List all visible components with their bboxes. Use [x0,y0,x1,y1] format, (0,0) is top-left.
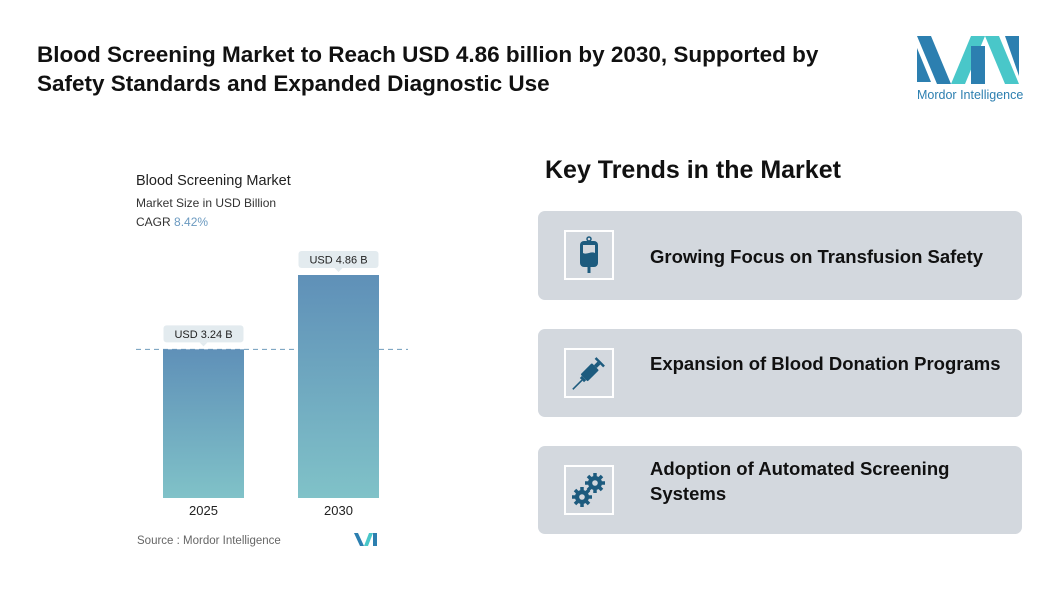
data-label-pointer [334,268,343,272]
source-logo-icon [354,533,377,546]
logo-mark-icon [917,36,1019,84]
trend-label: Expansion of Blood Donation Programs [650,353,1001,374]
page-title: Blood Screening Market to Reach USD 4.86… [37,42,819,96]
chart-title: Blood Screening Market [136,173,291,189]
key-trends-heading: Key Trends in the Market [545,156,841,184]
x-tick-label: 2030 [324,503,353,518]
x-tick-label: 2025 [189,503,218,518]
logo-text: Mordor Intelligence [917,88,1024,102]
data-label-bg [163,325,244,343]
syringe-icon [564,348,614,398]
bar-2030 [298,275,379,498]
cagr: CAGR 8.42% [136,215,208,229]
data-label: USD 4.86 B [309,255,367,267]
trend-label: Adoption of Automated Screening Systems [650,458,950,504]
chart-source: Source : Mordor Intelligence [137,535,281,547]
trend-label: Growing Focus on Transfusion Safety [650,246,984,267]
data-label: USD 3.24 B [174,329,232,341]
blood-bag-icon [564,230,614,280]
mordor-logo: Mordor Intelligence [917,36,1023,106]
cagr-label: CAGR [136,215,171,229]
data-label-pointer [199,342,208,347]
chart-subtitle: Market Size in USD Billion [136,196,277,210]
cagr-value: 8.42% [174,215,209,229]
trend-card-transfusion-safety: Growing Focus on Transfusion Safety [538,211,1022,300]
trend-card-automated-screening: Adoption of Automated Screening Systems [538,446,1022,534]
bar-2025 [163,349,244,498]
trend-card-blood-donation: Expansion of Blood Donation Programs [538,329,1022,417]
gears-icon [564,465,614,515]
data-label-bg [298,251,379,268]
